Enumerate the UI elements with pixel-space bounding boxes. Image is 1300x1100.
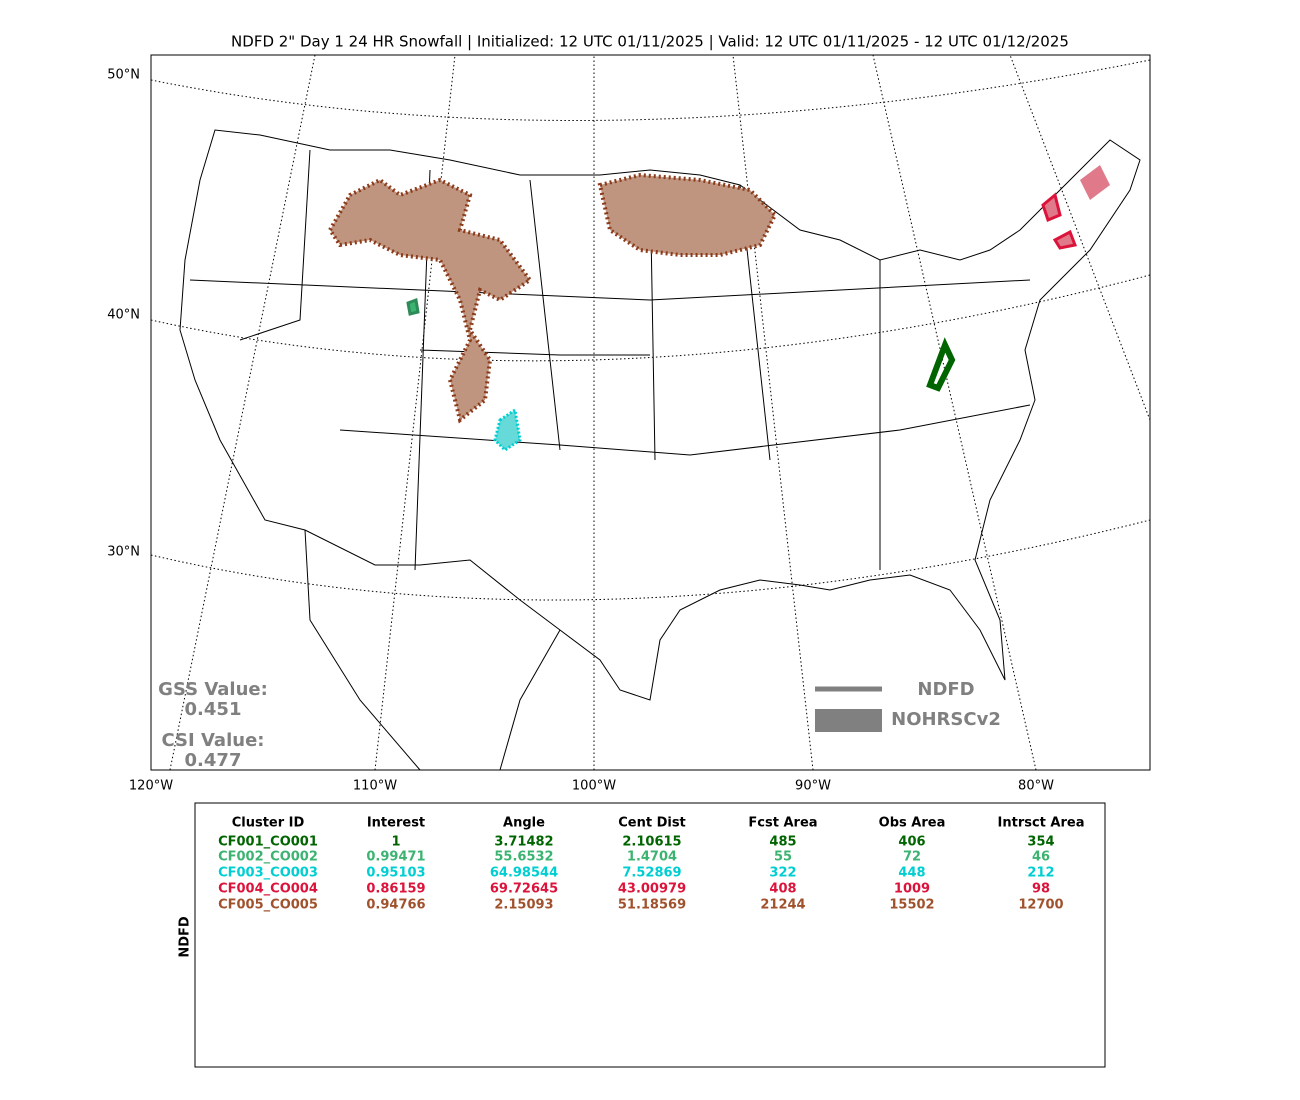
table-cell: 51.18569 <box>618 898 686 913</box>
map-frame <box>150 54 1151 771</box>
table-cell: 43.00979 <box>618 882 686 897</box>
table-cell: 322 <box>769 866 796 881</box>
gss-value: 0.451 <box>185 699 242 720</box>
table-cell: 1 <box>391 835 400 850</box>
table-cell: 354 <box>1027 835 1054 850</box>
table-header: Intrsct Area <box>998 816 1085 831</box>
csi-value: 0.477 <box>185 750 242 771</box>
table-cell: 7.52869 <box>622 866 681 881</box>
table-cell: 2.10615 <box>622 835 681 850</box>
lon-label: 80°W <box>1018 779 1054 794</box>
table-cell: 2.15093 <box>494 898 553 913</box>
table-cell: 46 <box>1032 850 1050 865</box>
gss-label: GSS Value: <box>158 679 268 700</box>
table-cell: 72 <box>903 850 921 865</box>
table-header: Obs Area <box>879 816 946 831</box>
lat-label: 50°N <box>107 68 140 83</box>
snow-cluster <box>926 337 956 392</box>
table-cell: 0.95103 <box>366 866 425 881</box>
snow-cluster <box>1080 165 1110 200</box>
lon-label: 90°W <box>795 779 831 794</box>
table-header: Cluster ID <box>232 816 305 831</box>
csi-label: CSI Value: <box>162 730 265 751</box>
title: NDFD 2" Day 1 24 HR Snowfall | Initializ… <box>231 33 1069 51</box>
table-header: Cent Dist <box>618 816 686 831</box>
table-cell: 55 <box>774 850 792 865</box>
table-side-label: NDFD <box>178 916 193 958</box>
table-cell: 21244 <box>760 898 805 913</box>
mexico-border <box>304 529 561 770</box>
lat-label: 40°N <box>107 308 140 323</box>
table-cell: CF005_CO005 <box>218 898 318 913</box>
table-header: Fcst Area <box>748 816 817 831</box>
snow-cluster <box>406 297 420 316</box>
table-cell: 408 <box>769 882 796 897</box>
table-cell: 98 <box>1032 882 1050 897</box>
meridian <box>732 55 814 770</box>
table-cell: CF004_CO004 <box>218 882 318 897</box>
table-cell: 485 <box>769 835 796 850</box>
meridian <box>872 55 1037 770</box>
table-cell: 0.94766 <box>366 898 425 913</box>
meridian <box>1009 55 1150 421</box>
table-cell: 212 <box>1027 866 1054 881</box>
snow-cluster <box>493 407 522 452</box>
table-cell: 406 <box>898 835 925 850</box>
table-cell: 12700 <box>1018 898 1063 913</box>
table-cell: CF002_CO002 <box>218 850 318 865</box>
table-cell: 1009 <box>894 882 930 897</box>
meridian <box>169 55 316 770</box>
table-cell: 64.98544 <box>490 866 558 881</box>
table-cell: CF001_CO001 <box>218 835 318 850</box>
parallel <box>151 519 1150 601</box>
table-cell: 1.4704 <box>627 850 677 865</box>
legend-label: NOHRSCv2 <box>891 709 1001 730</box>
map <box>151 55 1150 770</box>
legend-fill <box>815 709 882 732</box>
snow-cluster <box>597 172 778 257</box>
table-cell: CF003_CO003 <box>218 866 318 881</box>
meridian <box>374 55 456 770</box>
table-cell: 0.99471 <box>366 850 425 865</box>
table-cell: 55.6532 <box>494 850 553 865</box>
snow-cluster <box>327 177 533 424</box>
table-header: Angle <box>503 816 545 831</box>
lon-label: 110°W <box>353 779 397 794</box>
table-cell: 0.86159 <box>366 882 425 897</box>
table-cell: 448 <box>898 866 925 881</box>
table-cell: 3.71482 <box>494 835 553 850</box>
table-cell: 15502 <box>889 898 934 913</box>
snow-cluster <box>1041 192 1078 250</box>
table-header: Interest <box>367 816 425 831</box>
parallel <box>151 274 1150 362</box>
table-frame <box>194 802 1106 1068</box>
table-cell: 69.72645 <box>490 882 558 897</box>
parallel <box>151 59 1150 121</box>
legend-label: NDFD <box>917 679 974 700</box>
lon-label: 100°W <box>572 779 616 794</box>
lon-label: 120°W <box>129 779 173 794</box>
state-lines <box>189 149 1031 571</box>
lat-label: 30°N <box>107 545 140 560</box>
